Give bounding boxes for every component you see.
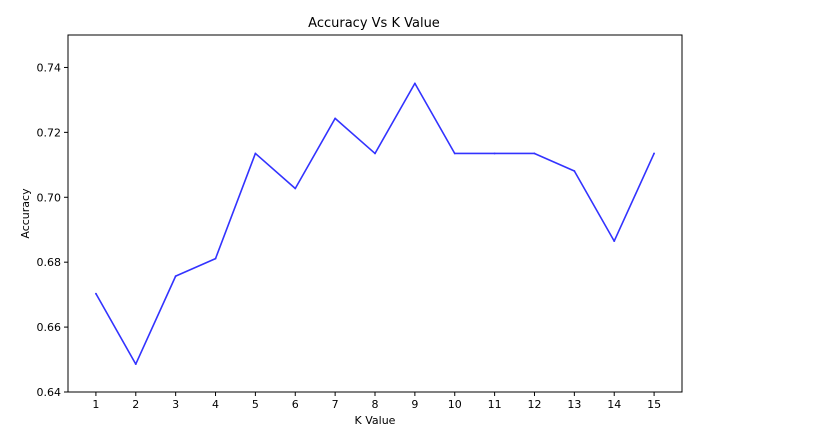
data-point [95, 292, 97, 295]
data-point [134, 363, 137, 365]
data-point [453, 152, 456, 155]
y-tick-label: 0.68 [37, 256, 62, 269]
y-axis-ticks: 0.64 0.66 0.68 0.70 0.72 0.74 [37, 61, 68, 399]
x-axis-label: K Value [355, 414, 396, 427]
x-tick-label: 3 [172, 398, 179, 411]
y-tick-label: 0.74 [37, 61, 62, 74]
y-tick-label: 0.70 [37, 191, 62, 204]
x-tick-label: 4 [212, 398, 219, 411]
chart-title: Accuracy Vs K Value [308, 16, 440, 31]
x-tick-label: 11 [488, 398, 502, 411]
x-tick-label: 13 [567, 398, 581, 411]
data-point [374, 152, 376, 155]
x-tick-label: 6 [292, 398, 299, 411]
data-point [334, 117, 337, 120]
x-tick-label: 7 [332, 398, 339, 411]
x-tick-label: 10 [448, 398, 462, 411]
data-point [413, 82, 416, 85]
x-tick-label: 2 [132, 398, 139, 411]
data-point [533, 152, 536, 155]
data-point [174, 275, 177, 278]
x-tick-label: 1 [92, 398, 99, 411]
plot-area-frame [67, 34, 683, 393]
data-point [214, 257, 217, 260]
data-point [254, 152, 257, 155]
y-tick-label: 0.66 [37, 321, 62, 334]
series-layer [95, 82, 655, 365]
x-tick-label: 15 [647, 398, 661, 411]
series-line-0 [95, 82, 655, 365]
data-point [653, 152, 655, 155]
x-tick-label: 12 [527, 398, 541, 411]
data-point [493, 152, 496, 155]
x-tick-label: 9 [411, 398, 418, 411]
data-point [294, 187, 297, 190]
y-axis-label: Accuracy [19, 188, 32, 239]
data-point [613, 240, 616, 242]
y-tick-label: 0.64 [37, 386, 62, 399]
x-tick-label: 5 [252, 398, 259, 411]
x-axis-ticks: 1 2 3 4 5 6 7 8 9 10 11 12 13 14 15 [92, 392, 661, 411]
data-point [573, 170, 576, 172]
y-tick-label: 0.72 [37, 126, 62, 139]
x-tick-label: 8 [372, 398, 379, 411]
x-tick-label: 14 [607, 398, 621, 411]
